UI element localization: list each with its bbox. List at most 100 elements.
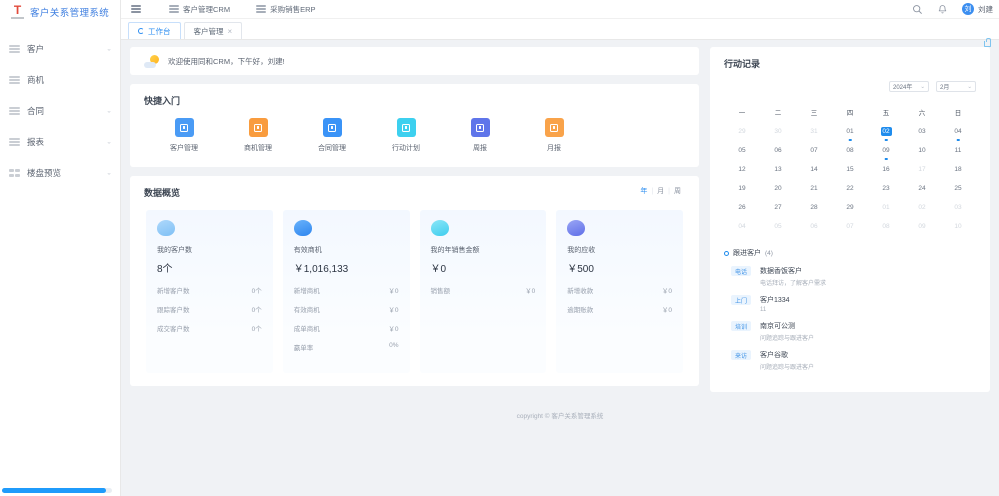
quick-start-list: 客户管理 商机管理 合同管理 bbox=[144, 118, 685, 153]
calendar-day-cell[interactable]: 09 bbox=[904, 217, 940, 236]
sidebar-item-reports[interactable]: 报表 ⌄ bbox=[0, 131, 120, 153]
calendar-day-cell[interactable]: 03 bbox=[940, 198, 976, 217]
tab-workbench[interactable]: 工作台 bbox=[128, 22, 181, 39]
calendar-day-cell[interactable]: 05 bbox=[724, 141, 760, 160]
calendar-day-cell[interactable]: 04 bbox=[724, 217, 760, 236]
calendar-day-cell[interactable]: 01 bbox=[832, 122, 868, 141]
calendar-day-cell[interactable]: 07 bbox=[796, 141, 832, 160]
sidebar-item-contracts[interactable]: 合同 ⌄ bbox=[0, 100, 120, 122]
calendar-day-cell[interactable]: 02 bbox=[868, 122, 904, 141]
list-item[interactable]: 来访 客户谷歌 问题追踪与跟进客户 bbox=[724, 350, 976, 371]
segment-year[interactable]: 年 bbox=[640, 188, 648, 195]
user-menu[interactable]: 刘 刘建 bbox=[962, 3, 993, 15]
topnav-item-erp[interactable]: 采购销售ERP bbox=[256, 4, 316, 15]
content-columns: 欢迎使用同和CRM，下午好，刘建! 快捷入门 客户管理 商机管理 bbox=[130, 47, 990, 392]
calendar-day-cell[interactable]: 14 bbox=[796, 160, 832, 179]
sidebar-item-opportunities[interactable]: 商机 bbox=[0, 69, 120, 91]
list-item[interactable]: 电话 数据香饭客户 电话拜访，了解客户需求 bbox=[724, 266, 976, 287]
follow-content: 客户1334 11 bbox=[760, 295, 790, 313]
calendar-day-cell[interactable]: 11 bbox=[940, 141, 976, 160]
quick-item-contract-management[interactable]: 合同管理 bbox=[295, 118, 369, 153]
calendar-day-number: 04 bbox=[738, 223, 746, 230]
brand[interactable]: T 客户关系管理系统 bbox=[0, 0, 120, 24]
calendar-day-number: 20 bbox=[774, 185, 782, 192]
hamburger-icon[interactable] bbox=[131, 5, 141, 13]
stat-row: 逾期账款 ￥0 bbox=[567, 304, 672, 314]
calendar-day-cell[interactable]: 31 bbox=[796, 122, 832, 141]
quick-item-monthly-report[interactable]: 月报 bbox=[517, 118, 591, 153]
main-area: 客户管理CRM 采购销售ERP 刘 刘建 bbox=[121, 0, 999, 496]
calendar-day-cell[interactable]: 21 bbox=[796, 179, 832, 198]
segment-month[interactable]: 月 bbox=[657, 188, 665, 195]
follow-list: 电话 数据香饭客户 电话拜访，了解客户需求 上门 客户1334 bbox=[724, 266, 976, 371]
tab-label: 客户管理 bbox=[193, 26, 224, 36]
calendar-day-cell[interactable]: 19 bbox=[724, 179, 760, 198]
calendar-day-cell[interactable]: 01 bbox=[868, 198, 904, 217]
calendar-day-cell[interactable]: 26 bbox=[724, 198, 760, 217]
sidebar-item-customers[interactable]: 客户 ⌄ bbox=[0, 38, 120, 60]
stat-name: 有效商机 bbox=[293, 247, 322, 254]
data-overview-panel: 数据概览 年 | 月 | 周 我的客户数 8个 bbox=[130, 176, 699, 386]
topnav-item-crm[interactable]: 客户管理CRM bbox=[169, 4, 230, 15]
calendar-day-cell[interactable]: 05 bbox=[760, 217, 796, 236]
calendar-day-cell[interactable]: 02 bbox=[904, 198, 940, 217]
list-item[interactable]: 上门 客户1334 11 bbox=[724, 295, 976, 313]
left-column: 欢迎使用同和CRM，下午好，刘建! 快捷入门 客户管理 商机管理 bbox=[130, 47, 699, 386]
calendar-day-cell[interactable]: 16 bbox=[868, 160, 904, 179]
segment-week[interactable]: 周 bbox=[674, 188, 681, 195]
calendar-day-cell[interactable]: 09 bbox=[868, 141, 904, 160]
calendar-day-cell[interactable]: 22 bbox=[832, 179, 868, 198]
calendar-day-cell[interactable]: 07 bbox=[832, 217, 868, 236]
calendar-day-cell[interactable]: 12 bbox=[724, 160, 760, 179]
calendar-day-cell[interactable]: 04 bbox=[940, 122, 976, 141]
quick-item-customer-management[interactable]: 客户管理 bbox=[147, 118, 221, 153]
calendar-day-cell[interactable]: 10 bbox=[940, 217, 976, 236]
list-item[interactable]: 培训 南京可公测 问题追踪与跟进客户 bbox=[724, 321, 976, 342]
sun-cloud-icon bbox=[144, 54, 159, 68]
calendar-day-cell[interactable]: 13 bbox=[760, 160, 796, 179]
sidebar-horizontal-scrollbar[interactable] bbox=[2, 488, 112, 493]
chevron-down-icon: ⌄ bbox=[106, 139, 112, 145]
calendar-day-cell[interactable]: 27 bbox=[760, 198, 796, 217]
quick-item-opportunity-management[interactable]: 商机管理 bbox=[221, 118, 295, 153]
calendar-day-cell[interactable]: 30 bbox=[760, 122, 796, 141]
follow-content: 南京可公测 问题追踪与跟进客户 bbox=[760, 321, 814, 342]
calendar-day-cell[interactable]: 03 bbox=[904, 122, 940, 141]
sidebar-item-property-preview[interactable]: 楼盘预览 ⌄ bbox=[0, 162, 120, 184]
calendar-day-cell[interactable]: 24 bbox=[904, 179, 940, 198]
scrollbar-thumb[interactable] bbox=[2, 488, 106, 493]
stat-row-value: ￥0 bbox=[661, 307, 672, 314]
calendar-day-cell[interactable]: 06 bbox=[796, 217, 832, 236]
calendar-day-cell[interactable]: 29 bbox=[724, 122, 760, 141]
search-icon[interactable] bbox=[912, 4, 923, 15]
calendar-day-number: 19 bbox=[738, 185, 746, 192]
lock-icon[interactable] bbox=[984, 38, 991, 47]
calendar-day-cell[interactable]: 29 bbox=[832, 198, 868, 217]
calendar-day-cell[interactable]: 06 bbox=[760, 141, 796, 160]
topbar: 客户管理CRM 采购销售ERP 刘 刘建 bbox=[121, 0, 999, 19]
stat-row: 销售额 ￥0 bbox=[431, 285, 536, 295]
quick-item-label: 合同管理 bbox=[318, 145, 346, 152]
calendar-day-number: 15 bbox=[846, 166, 854, 173]
month-select[interactable]: 2月 ⌄ bbox=[936, 81, 976, 92]
monthly-report-icon bbox=[544, 118, 564, 137]
year-select[interactable]: 2024年 ⌄ bbox=[889, 81, 929, 92]
quick-item-weekly-report[interactable]: 周报 bbox=[443, 118, 517, 153]
calendar-day-cell[interactable]: 17 bbox=[904, 160, 940, 179]
calendar-day-cell[interactable]: 20 bbox=[760, 179, 796, 198]
calendar-day-number: 14 bbox=[810, 166, 818, 173]
calendar-day-cell[interactable]: 15 bbox=[832, 160, 868, 179]
calendar-day-cell[interactable]: 08 bbox=[832, 141, 868, 160]
weekly-report-icon bbox=[470, 118, 490, 137]
calendar-day-cell[interactable]: 28 bbox=[796, 198, 832, 217]
calendar-day-cell[interactable]: 10 bbox=[904, 141, 940, 160]
stat-row-value: ￥0 bbox=[388, 288, 399, 295]
bell-icon[interactable] bbox=[937, 4, 948, 15]
calendar-day-cell[interactable]: 23 bbox=[868, 179, 904, 198]
quick-item-action-plan[interactable]: 行动计划 bbox=[369, 118, 443, 153]
calendar-day-cell[interactable]: 25 bbox=[940, 179, 976, 198]
tab-customer-management[interactable]: 客户管理 × bbox=[183, 22, 243, 39]
close-icon[interactable]: × bbox=[227, 26, 233, 36]
calendar-day-cell[interactable]: 08 bbox=[868, 217, 904, 236]
calendar-day-cell[interactable]: 18 bbox=[940, 160, 976, 179]
